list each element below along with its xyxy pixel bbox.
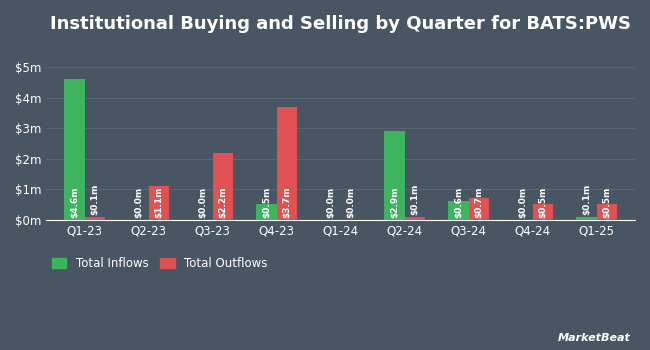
Bar [213,153,233,220]
Bar [448,201,469,220]
Bar [277,107,297,220]
Title: Institutional Buying and Selling by Quarter for BATS:PWS: Institutional Buying and Selling by Quar… [50,15,631,33]
Text: $0.0m: $0.0m [346,187,356,218]
Text: $0.5m: $0.5m [603,187,612,218]
Text: $0.5m: $0.5m [262,187,271,218]
Text: $4.6m: $4.6m [70,187,79,218]
Bar [469,198,489,220]
Text: $3.7m: $3.7m [283,187,291,218]
Text: $0.1m: $0.1m [582,184,591,215]
Bar [405,217,425,220]
Bar [597,204,617,220]
Text: $0.0m: $0.0m [518,187,527,218]
Text: $0.0m: $0.0m [198,187,207,218]
Text: $0.1m: $0.1m [410,184,419,215]
Text: $0.1m: $0.1m [90,184,99,215]
Text: MarketBeat: MarketBeat [558,333,630,343]
Text: $0.6m: $0.6m [454,187,463,218]
Bar [256,204,277,220]
Text: $2.2m: $2.2m [218,187,227,218]
Bar [64,79,84,220]
Bar [84,217,105,220]
Text: $1.1m: $1.1m [155,187,163,218]
Bar [384,131,405,220]
Bar [576,217,597,220]
Text: $0.5m: $0.5m [538,187,547,218]
Text: $0.7m: $0.7m [474,187,484,218]
Text: $0.0m: $0.0m [326,187,335,218]
Bar [149,186,169,220]
Text: $2.9m: $2.9m [390,187,399,218]
Text: $0.0m: $0.0m [134,187,143,218]
Bar [532,204,553,220]
Legend: Total Inflows, Total Outflows: Total Inflows, Total Outflows [52,257,267,270]
